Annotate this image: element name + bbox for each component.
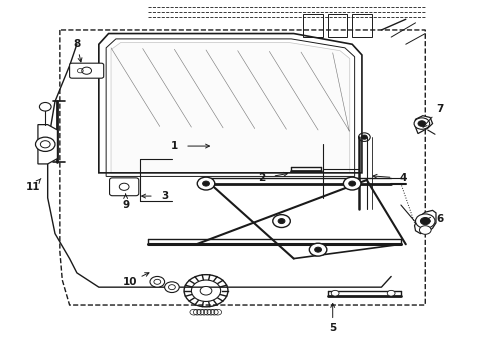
Polygon shape (415, 116, 433, 134)
Circle shape (420, 217, 430, 225)
Circle shape (200, 287, 212, 295)
Circle shape (202, 181, 209, 186)
Circle shape (349, 181, 356, 186)
Circle shape (419, 226, 431, 234)
Text: 11: 11 (26, 182, 40, 192)
Circle shape (309, 243, 327, 256)
Circle shape (150, 276, 165, 287)
Circle shape (119, 183, 129, 190)
Text: 1: 1 (171, 141, 178, 151)
Text: 3: 3 (161, 191, 168, 201)
Circle shape (418, 121, 426, 126)
Text: 9: 9 (122, 200, 129, 210)
Circle shape (331, 291, 339, 296)
Circle shape (416, 214, 435, 228)
Circle shape (414, 118, 430, 129)
Text: 6: 6 (436, 214, 443, 224)
Circle shape (82, 67, 92, 74)
Text: 8: 8 (74, 39, 80, 49)
Circle shape (197, 177, 215, 190)
FancyBboxPatch shape (70, 63, 104, 78)
Text: 7: 7 (436, 104, 443, 113)
Text: 10: 10 (123, 277, 138, 287)
Circle shape (343, 177, 361, 190)
Text: 5: 5 (329, 323, 336, 333)
Circle shape (39, 103, 51, 111)
Text: 2: 2 (258, 173, 266, 183)
Circle shape (165, 282, 179, 293)
Circle shape (387, 291, 395, 296)
Circle shape (362, 135, 368, 139)
Circle shape (35, 137, 55, 152)
Circle shape (273, 215, 290, 228)
Polygon shape (111, 42, 350, 173)
Circle shape (315, 247, 321, 252)
Polygon shape (38, 125, 57, 164)
Circle shape (278, 219, 285, 224)
Polygon shape (415, 210, 436, 234)
FancyBboxPatch shape (110, 178, 139, 196)
Text: 4: 4 (400, 173, 407, 183)
